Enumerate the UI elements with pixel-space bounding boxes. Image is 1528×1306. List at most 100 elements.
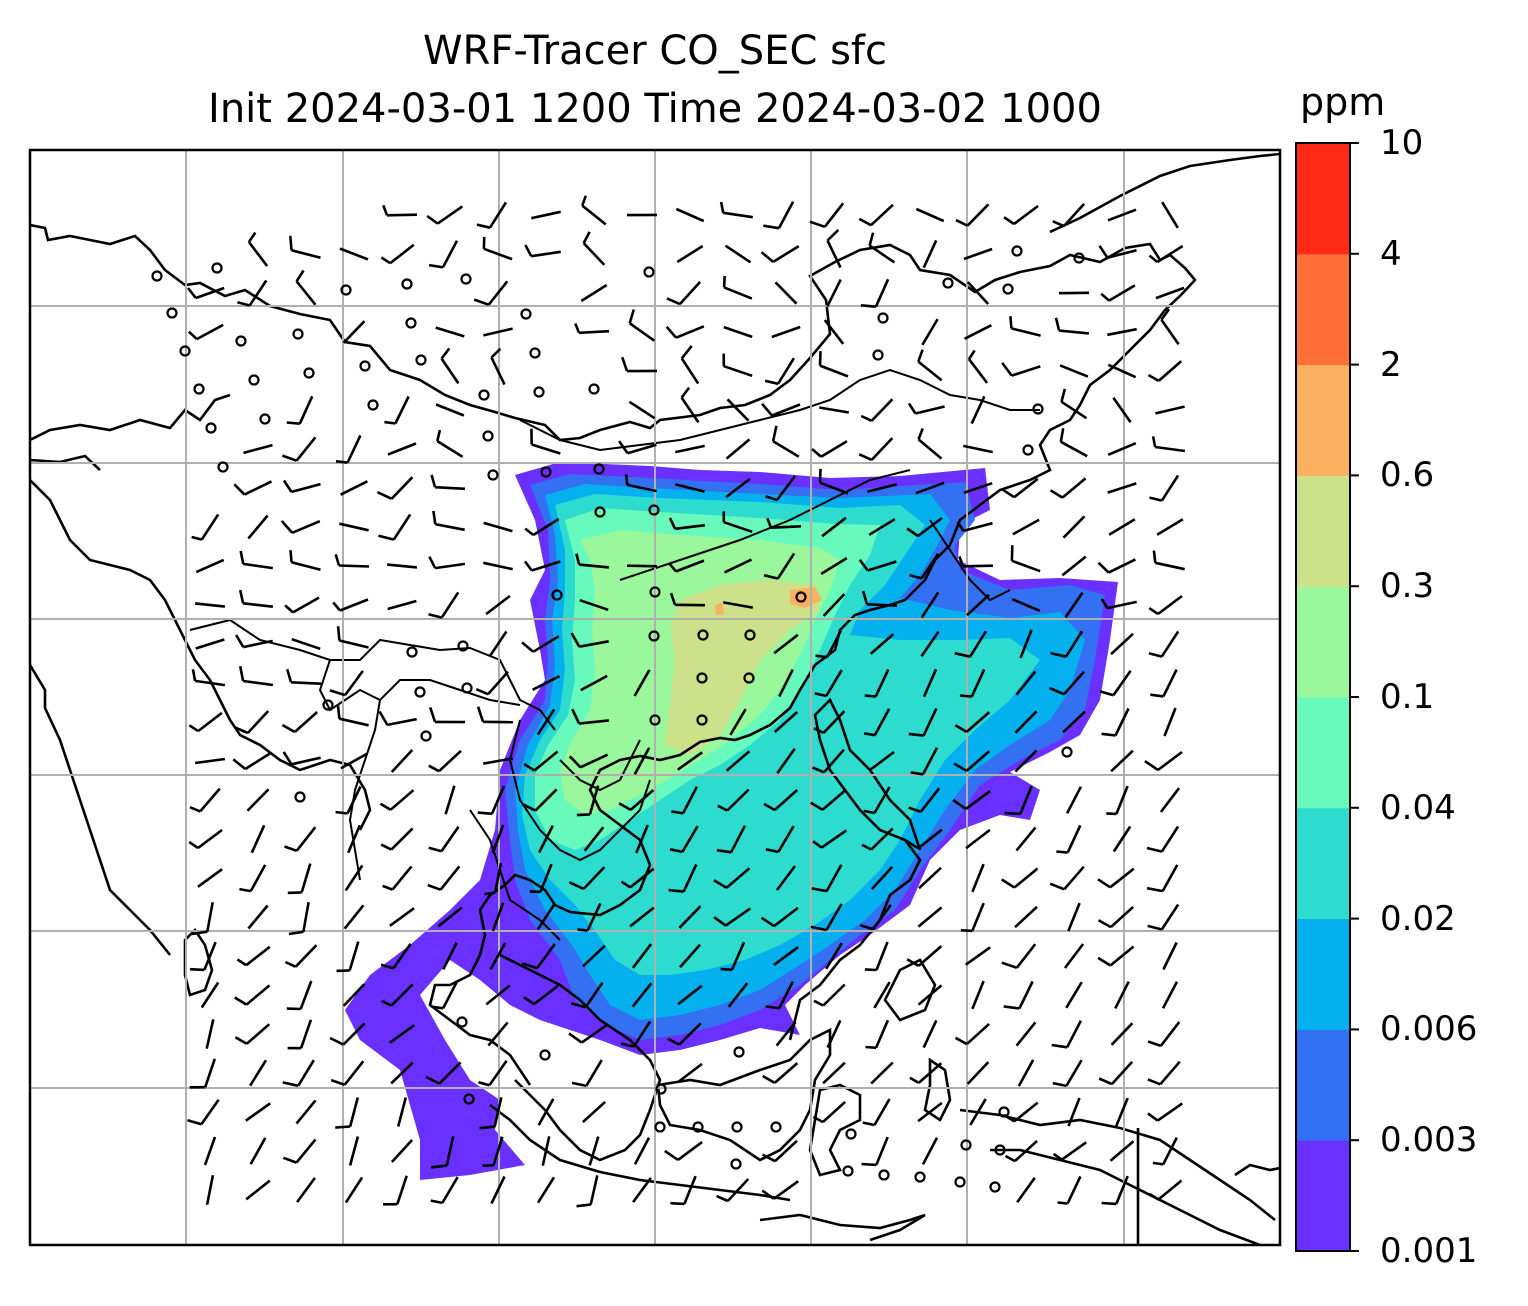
wind-barb [440,357,460,385]
wind-barb-flag [1147,373,1160,383]
calm-wind-circle [692,1121,704,1133]
calm-wind-circle [872,349,884,361]
wind-barb-flag [1004,1154,1016,1163]
wind-barb [1156,244,1184,264]
wind-barb [487,670,509,696]
wind-barb [490,785,506,815]
wind-barb [1110,905,1134,929]
wind-barb [920,630,940,658]
wind-barb [582,242,606,266]
wind-barb-flag [238,589,245,604]
wind-barb-flag [1148,607,1159,616]
wind-barb [343,1060,365,1086]
wind-barb [962,564,994,568]
wind-barb [247,514,269,540]
wind-barb-flag [1052,1152,1063,1161]
wind-barb [915,405,945,415]
wind-barb [680,357,700,385]
wind-barb [532,675,560,691]
wind-barb-flag [862,1121,875,1127]
wind-barb-flag [716,848,732,854]
wind-barb [629,867,655,889]
wind-barb [631,943,653,969]
wind-barb [1062,203,1086,227]
calm-wind-circle [696,672,708,684]
wind-barb [971,980,985,1010]
wind-barb-flag [811,887,827,893]
wind-barb-flag [860,304,877,308]
colorbar-tick-label: 4 [1380,233,1402,274]
calm-wind-circle [730,1158,742,1170]
wind-barb-flag [864,968,877,972]
wind-barb-flag [1151,436,1157,448]
wind-barb [677,984,703,1006]
wind-barb [771,325,801,339]
wind-barb-flag [908,806,922,814]
wind-barb-flag [284,845,298,853]
wind-barb-flag [289,235,293,251]
wind-barb-flag [628,309,636,324]
wind-barb-flag [570,632,581,648]
wind-barb [1107,482,1137,494]
calm-wind-circle [770,1121,782,1133]
wind-barb [537,1098,555,1126]
calm-wind-circle [487,469,499,481]
wind-barb-flag [236,958,247,967]
wind-barb [823,748,845,774]
wind-barb [1160,903,1180,931]
wind-barb-flag [191,535,203,541]
wind-barb-flag [763,802,776,812]
wind-barb-flag [858,453,873,462]
wind-barb-flag [335,460,348,464]
wind-barb-flag [906,958,920,968]
wind-barb [875,1136,889,1166]
calm-wind-circle [551,589,563,601]
wind-barb [821,516,847,538]
wind-barb-flag [863,809,875,815]
wind-barb [588,785,600,815]
wind-barb [1157,594,1183,616]
wind-barb-flag [858,559,869,572]
wind-barb-flag [478,1080,490,1087]
wind-barb-flag [237,301,251,307]
wind-barb-flag [238,666,245,682]
wind-barb-flag [427,883,442,891]
wind-barb-flag [861,1162,877,1167]
calm-wind-circle [151,270,163,282]
wind-barb [248,279,268,307]
wind-barb-flag [523,560,533,572]
wind-barb [203,1136,217,1166]
calm-wind-circle [733,1046,745,1058]
wind-barb-flag [575,553,581,565]
wind-barb-flag [1001,961,1018,970]
wind-barb-flag [960,928,973,933]
wind-barb [776,552,796,580]
wind-barb-flag [1009,316,1013,329]
wind-barb [1060,440,1088,458]
wind-barb [775,1021,797,1047]
wind-barb [338,564,370,568]
wind-barb [392,513,412,541]
wind-barb-flag [336,704,341,719]
calm-wind-circle [914,1171,926,1183]
wind-barb-flag [814,692,827,698]
wind-barb [344,864,364,892]
wind-barb [1157,1179,1183,1201]
colorbar-segment [1296,253,1350,366]
wind-barb [588,1136,600,1166]
wind-barb [488,1059,508,1087]
wind-barb [442,942,458,970]
wind-barb [677,1062,703,1084]
wind-barb-flag [479,1125,495,1130]
wind-barb [197,868,223,888]
wind-barb-flag [954,651,971,658]
wind-barb-flag [484,891,496,896]
wind-barb [434,562,466,570]
wind-barb [723,211,753,219]
wind-barb [963,521,993,533]
wind-barb [1062,710,1086,734]
colorbar-segment [1296,807,1350,920]
wind-barb [970,668,986,698]
wind-barb [200,1098,220,1126]
